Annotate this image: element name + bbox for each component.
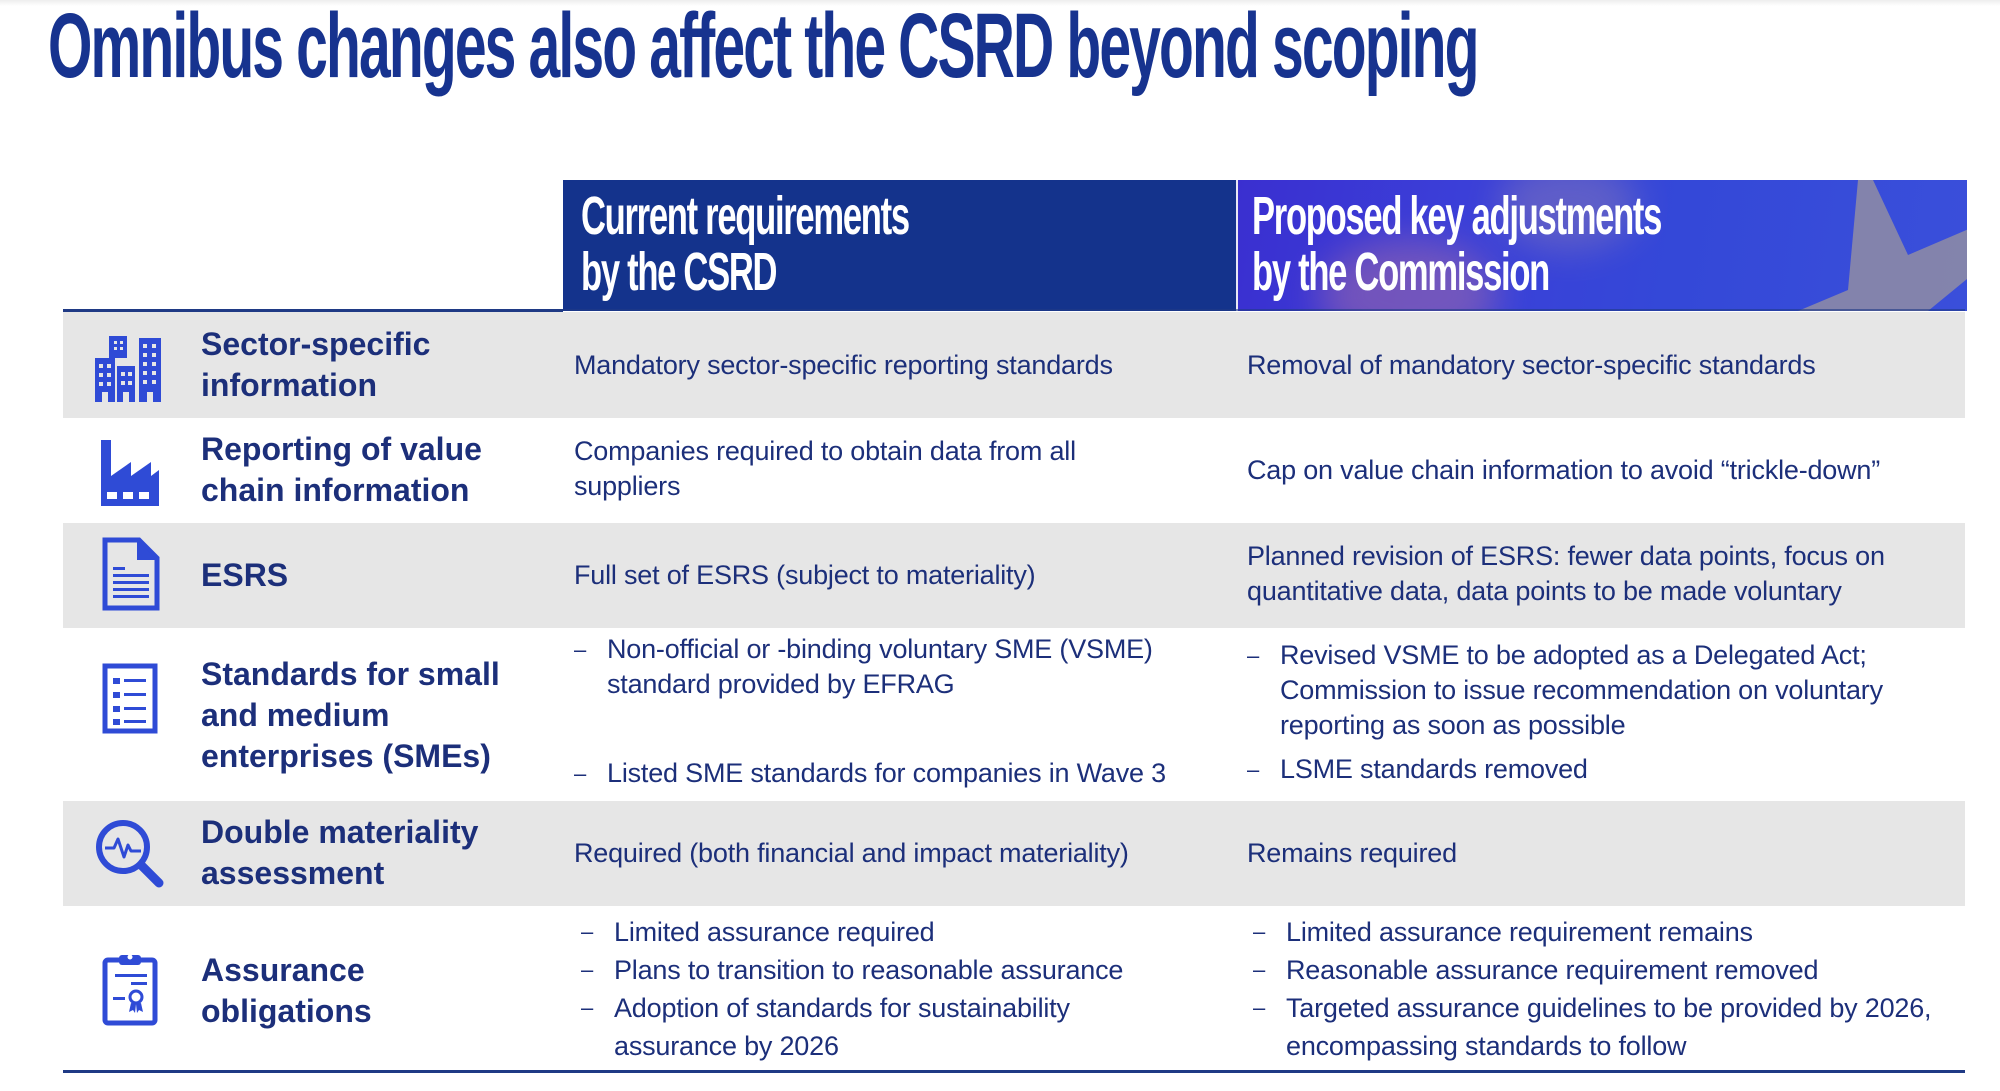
bullet-item: Limited assurance requirement remains [1253,913,1966,951]
table-row: Double materiality assessment Required (… [63,801,1965,906]
current-requirement: Companies required to obtain data from a… [574,436,1076,501]
clipboard-certificate-icon [102,954,158,1026]
top-shadow [0,0,2000,6]
document-icon [102,537,160,611]
bullet-item: Targeted assurance guidelines to be prov… [1253,989,1936,1065]
row-label: Standards for small and medium enterpris… [201,656,500,774]
bullet-item: LSME standards removed [1247,752,1959,787]
proposed-adjustment: Cap on value chain information to avoid … [1247,455,1881,485]
column-header-proposed: Proposed key adjustments by the Commissi… [1236,180,1967,311]
table-bottom-rule [63,1070,1965,1073]
table-row: Sector-specific information Mandatory se… [63,312,1965,418]
row-label: Sector-specific information [201,326,431,403]
current-requirement: Full set of ESRS (subject to materiality… [574,560,1036,590]
proposed-adjustment: Removal of mandatory sector-specific sta… [1247,349,1816,380]
page-title: Omnibus changes also affect the CSRD bey… [48,0,1479,97]
row-label: Reporting of value chain information [201,431,482,508]
factory-icon [101,440,159,506]
proposed-adjustment-list: Revised VSME to be adopted as a Delegate… [1247,638,1959,787]
proposed-adjustment: Planned revision of ESRS: fewer data poi… [1247,541,1885,606]
bullet-item: Limited assurance required [581,913,1174,951]
magnifier-pulse-icon [96,820,164,888]
bullet-item: Listed SME standards for companies in Wa… [574,756,1234,791]
background-flag-blur [1498,180,1638,250]
table-row: Reporting of value chain information Com… [63,418,1965,523]
bullet-item: Revised VSME to be adopted as a Delegate… [1247,638,1960,743]
table-row: ESRS Full set of ESRS (subject to materi… [63,523,1965,628]
buildings-icon [95,336,161,402]
proposed-adjustment-list: Limited assurance requirement remains Re… [1253,913,1965,1065]
eu-star-icon [1798,180,1967,311]
column-header-current-text: Current requirements by the CSRD [581,186,910,302]
current-requirement: Mandatory sector-specific reporting stan… [574,349,1113,380]
table-top-rule [63,309,563,312]
proposed-adjustment: Remains required [1247,838,1457,868]
bullet-item: Plans to transition to reasonable assura… [581,951,1214,989]
bullet-item: Non-official or -binding voluntary SME (… [574,632,1217,702]
table-row: Assurance obligations Limited assurance … [63,906,1965,1070]
column-header-proposed-text: Proposed key adjustments by the Commissi… [1252,186,1662,302]
checklist-icon [102,663,158,734]
current-requirement-list: Non-official or -binding voluntary SME (… [574,632,1234,791]
row-label: Double materiality assessment [201,814,479,891]
bullet-item: Reasonable assurance requirement removed [1253,951,1966,989]
current-requirement-list: Limited assurance required Plans to tran… [581,913,1241,1065]
table-row: Standards for small and medium enterpris… [63,628,1965,801]
column-header-current: Current requirements by the CSRD [563,180,1236,311]
bullet-item: Adoption of standards for sustainability… [581,989,1174,1065]
header-bottom-rule [563,309,1965,311]
row-label: Assurance obligations [201,952,372,1029]
current-requirement: Required (both financial and impact mate… [574,838,1129,868]
row-label: ESRS [201,557,289,593]
